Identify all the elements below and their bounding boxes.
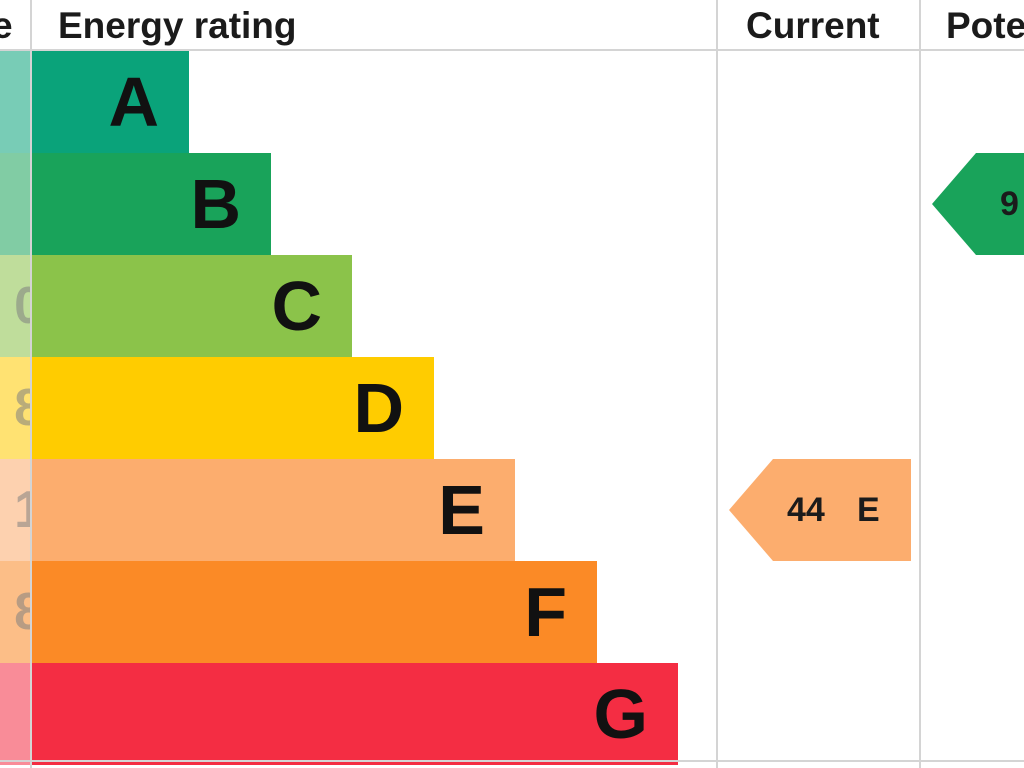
potential-column-divider — [919, 0, 921, 768]
score-cell-c: 0 — [0, 255, 31, 357]
potential-rating-marker-shape — [932, 153, 1024, 255]
current-column-header: Current — [746, 5, 880, 46]
score-cell-b — [0, 153, 31, 255]
band-d: D — [31, 357, 434, 459]
score-cell-d: 8 — [0, 357, 31, 459]
current-rating-marker: 44 E — [729, 459, 911, 561]
band-e: E — [31, 459, 515, 561]
band-letter: B — [190, 165, 241, 243]
score-cell-text: 8 — [14, 379, 31, 437]
band-letter: E — [438, 471, 485, 549]
header-divider — [0, 49, 1024, 51]
score-cell-f: 8 — [0, 561, 31, 663]
current-rating-letter: E — [857, 491, 880, 529]
band-b: B — [31, 153, 271, 255]
score-cell-text: 8 — [14, 583, 31, 641]
energy-rating-header: Energy rating — [58, 5, 297, 46]
potential-column-header: Pote — [946, 5, 1024, 46]
current-rating-value: 44 — [787, 491, 825, 529]
score-cell-e: 1 — [0, 459, 31, 561]
band-a: A — [31, 51, 189, 153]
score-column-divider — [30, 0, 32, 768]
score-cell-text: 0 — [14, 277, 31, 335]
band-f: F — [31, 561, 597, 663]
current-rating-marker-polygon — [729, 459, 911, 561]
potential-rating-marker: 9 — [932, 153, 1024, 255]
bottom-border — [0, 760, 1024, 762]
score-cell-text: 1 — [14, 481, 31, 539]
band-letter: C — [271, 267, 322, 345]
band-g: G — [31, 663, 678, 765]
current-rating-marker-shape — [729, 459, 911, 561]
potential-rating-marker-polygon — [932, 153, 1024, 255]
score-cell-a — [0, 51, 31, 153]
band-letter: G — [593, 675, 648, 753]
score-column-header: e — [0, 5, 13, 46]
band-letter: A — [108, 63, 159, 141]
potential-rating-value: 9 — [1000, 185, 1019, 223]
current-column-divider — [716, 0, 718, 768]
band-letter: F — [524, 573, 567, 651]
band-letter: D — [353, 369, 404, 447]
score-cell-g — [0, 663, 31, 765]
band-c: C — [31, 255, 352, 357]
